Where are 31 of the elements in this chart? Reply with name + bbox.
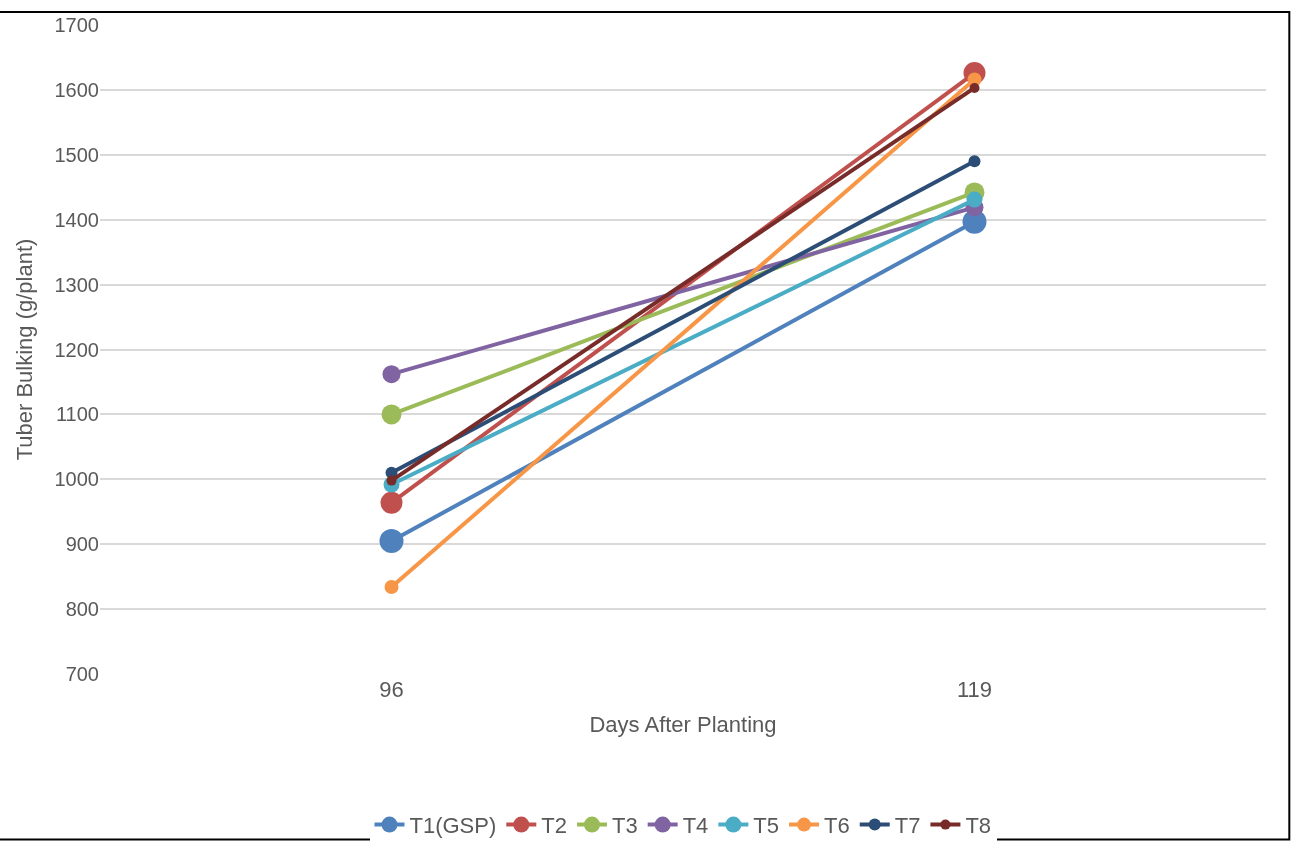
y-tick-label: 1200 — [54, 338, 99, 361]
y-tick-label: 800 — [65, 598, 99, 621]
point — [379, 528, 404, 553]
point — [381, 404, 402, 425]
point — [384, 580, 399, 595]
y-tick-label: 700 — [65, 663, 99, 685]
point — [966, 191, 983, 208]
y-tick-label: 1400 — [54, 208, 99, 231]
y-axis-title: Tuber Bulking (g/plant) — [12, 238, 38, 461]
legend-label: T1(GSP) — [409, 813, 497, 839]
y-tick-label: 900 — [65, 533, 99, 556]
point — [969, 82, 980, 93]
y-tick-label: 1100 — [55, 403, 99, 426]
legend-label: T3 — [611, 813, 638, 839]
x-tick-label: 96 — [379, 677, 404, 702]
y-tick-label: 1300 — [54, 273, 99, 296]
x-axis-title: Days After Planting — [589, 711, 777, 737]
legend-label: T2 — [541, 813, 567, 839]
point — [382, 365, 401, 384]
y-tick-label: 1500 — [54, 143, 99, 166]
y-tick-label: 1600 — [54, 78, 99, 101]
legend-label: T7 — [894, 813, 921, 839]
legend-label: T8 — [965, 813, 992, 839]
y-tick-label: 1000 — [54, 468, 99, 491]
x-tick-label: 119 — [956, 677, 993, 702]
legend-label: T6 — [824, 813, 850, 839]
legend-label: T4 — [682, 813, 709, 839]
point — [380, 491, 403, 514]
legend-label: T5 — [753, 813, 780, 839]
y-tick-label: 1700 — [54, 14, 99, 36]
point — [968, 155, 981, 168]
